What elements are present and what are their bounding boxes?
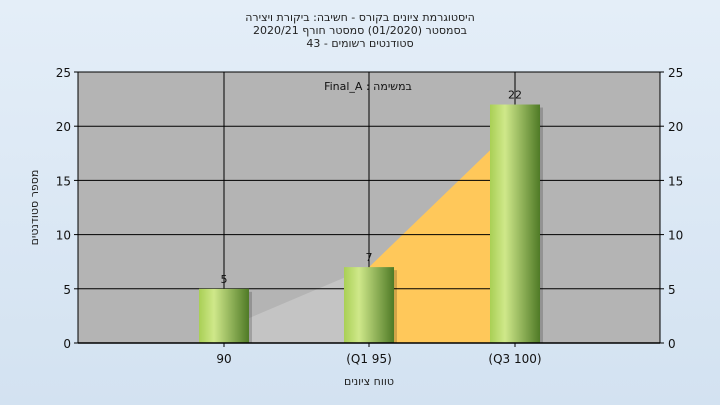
y-tick-label-left: 10: [56, 229, 71, 243]
bar: [490, 104, 540, 344]
tick-labels: 0 0 5 5 10 10 15 15 20 20 25 25 90 (Q1 95) (Q3 100): [56, 66, 684, 366]
y-tick-label-right: 10: [668, 229, 683, 243]
y-tick-label-right: 20: [668, 120, 683, 134]
cumulative-area-gray: [224, 267, 369, 343]
assignment-annotation: במשימה : Final_A: [324, 80, 412, 93]
y-tick-label-left: 0: [63, 337, 71, 351]
y-tick-label-left: 20: [56, 120, 71, 134]
y-tick-label-right: 25: [668, 66, 683, 80]
data-label: 22: [508, 89, 522, 102]
x-tick-label: (Q1 95): [346, 352, 392, 366]
x-tick-label: (Q3 100): [488, 352, 541, 366]
x-axis-label: טווח ציונים: [344, 375, 394, 388]
chart-title-line-1: היסטוגרמת ציונים בקורס - חשיבה: ביקורת ו…: [245, 11, 475, 24]
y-tick-label-left: 25: [56, 66, 71, 80]
data-label: 5: [221, 273, 228, 286]
bar: [344, 267, 394, 343]
bar: [199, 288, 249, 343]
x-tick-label: 90: [216, 352, 231, 366]
y-axis-label: מספר סטודנטים: [28, 170, 41, 246]
chart-title-line-2: בסמסטר (01/2020) סמסטר חורף 2020/21: [253, 24, 467, 37]
y-tick-label-left: 5: [63, 283, 71, 297]
y-tick-label-right: 5: [668, 283, 676, 297]
y-tick-label-right: 15: [668, 174, 683, 188]
chart-title-line-3: סטודנטים רשומים - 43: [306, 37, 414, 50]
bars: 5 7 22: [199, 89, 543, 344]
y-tick-label-right: 0: [668, 337, 676, 351]
y-tick-label-left: 15: [56, 174, 71, 188]
data-label: 7: [366, 251, 373, 264]
